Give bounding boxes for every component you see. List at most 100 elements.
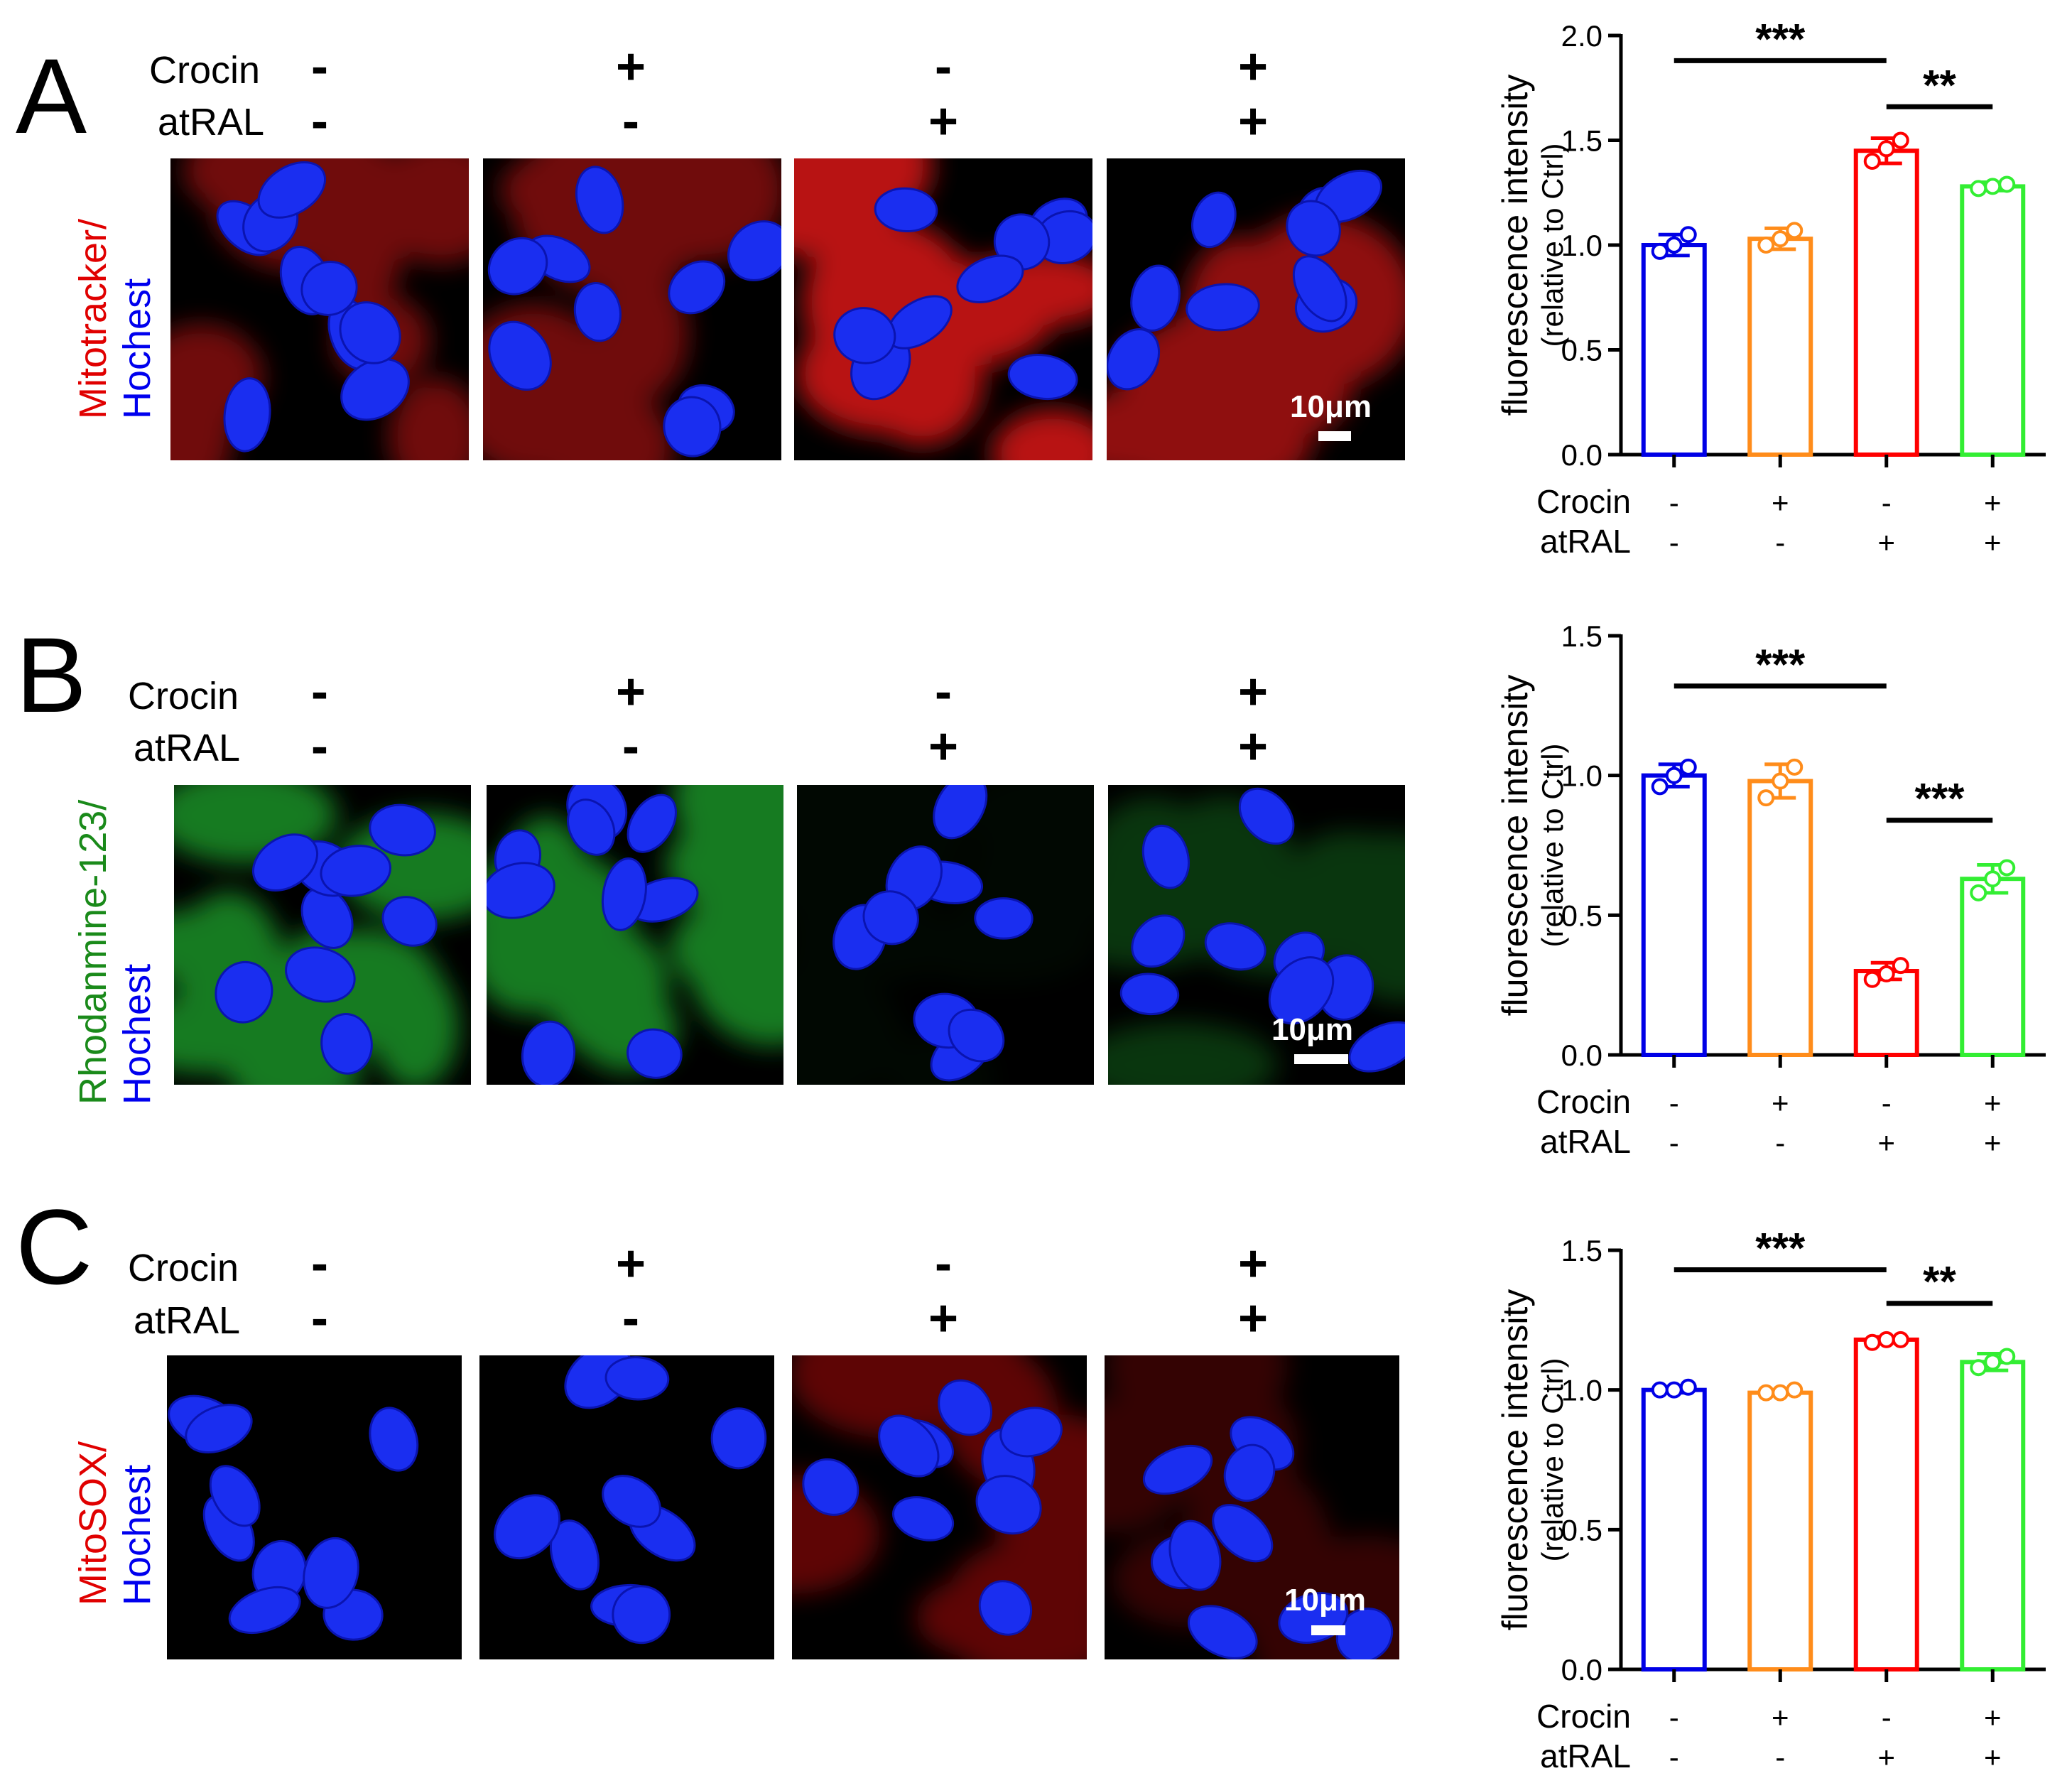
significance-label: ** [1923,61,1956,109]
nucleus [1141,824,1190,889]
nucleus [1268,956,1335,1025]
atral-sign-b3: + [928,718,959,775]
micrograph-image [494,1355,767,1645]
stain-label-a: Mitotracker/ Hochest [71,219,159,419]
panel-letter-a: A [16,36,87,156]
data-point [1970,1359,1987,1377]
data-point [1757,237,1775,254]
nucleus [1292,255,1347,323]
bar [1641,243,1707,457]
bar [1641,773,1707,1058]
atral-group-sign: - [1669,1740,1679,1769]
nucleus [303,1537,359,1609]
nucleus [381,896,438,947]
nucleus [833,307,896,364]
nucleus [567,798,616,856]
atral-sign-a4: + [1237,93,1269,150]
micrograph-image [1105,1355,1399,1659]
nucleus [285,946,356,1003]
crocin-sign-a2: + [615,38,646,95]
data-point [1679,758,1697,776]
nucleus [1186,283,1260,332]
crocin-sign-b1: - [311,663,328,720]
y-tick-label: 0.5 [1561,1513,1602,1546]
nucleus [228,1586,301,1635]
nucleus [1119,972,1180,1016]
crocin-group-sign: + [1984,1701,2002,1734]
nucleus [933,785,988,840]
significance-label: *** [1755,1229,1806,1272]
nucleus [1212,1504,1274,1563]
significance-label: *** [1755,15,1806,63]
data-point [1970,180,1987,197]
cytoplasm-stain [671,785,783,861]
data-point [1877,1331,1895,1348]
nucleus [612,1585,671,1645]
data-point [1757,1384,1775,1402]
data-point [1892,131,1909,149]
nucleus [1238,787,1295,845]
chart-svg: fluorescence intensity (relative to Ctrl)… [1495,15,2046,554]
atral-sign-a2: - [622,93,639,150]
significance-label: *** [1914,775,1965,823]
crocin-sign-a4: + [1237,38,1269,95]
cytoplasm-stain [1108,1022,1277,1085]
nucleus [999,1407,1063,1458]
nucleus [185,1404,253,1453]
nucleus [878,1414,940,1478]
crocin-sign-c2: + [615,1235,646,1292]
data-point [1772,772,1789,790]
nucleus [487,862,555,919]
bar [1960,1360,2026,1671]
y-axis-label: fluorescence intensity [1495,675,1535,1017]
nucleus [550,1519,600,1591]
significance-label: *** [1755,641,1806,688]
nucleus [627,1028,683,1079]
y-tick-label: 1.0 [1561,759,1602,793]
crocin-sign-b2: + [615,663,646,720]
atral-sign-b2: - [622,718,639,775]
bar [1960,877,2026,1058]
atral-group-sign: - [1775,1740,1785,1769]
nucleus [938,1379,993,1436]
scale-bar-c [1311,1625,1345,1635]
crocin-sign-b3: - [935,663,952,720]
micrograph-a4 [1107,158,1405,460]
micrograph-c4 [1105,1355,1399,1659]
micrograph-b1 [174,785,471,1085]
nucleus [874,187,938,233]
nucleus [1286,200,1341,257]
micrograph-image [174,785,471,1085]
nucleus [978,1580,1033,1636]
scale-label-a: 10μm [1290,389,1372,424]
crocin-sign-a1: - [311,38,328,95]
data-point [1651,778,1669,796]
crocin-sign-c3: - [935,1235,952,1292]
atral-group-sign: + [1984,526,2002,554]
nucleus [710,1407,767,1470]
cytoplasm-stain [797,803,862,926]
cytoplasm-stain [372,965,459,1085]
atral-group-label: atRAL [1540,523,1631,554]
chart-svg: fluorescence intensity (relative to Ctrl)… [1495,619,2046,1154]
nucleus [663,396,722,457]
crocin-group-sign: - [1882,486,1892,519]
nucleus [488,320,552,391]
nucleus [974,897,1034,940]
nucleus [1168,1519,1222,1591]
crocin-group-sign: + [1984,1086,2002,1120]
data-point [1984,870,2002,888]
nucleus [320,1012,373,1075]
atral-sign-a3: + [928,93,959,150]
nucleus [223,377,271,453]
scale-bar-b [1294,1054,1348,1064]
micrograph-c1 [167,1355,462,1659]
nucleus [1191,191,1237,249]
nucleus [369,803,436,857]
stain-bottom-b: Hochest [116,963,159,1105]
nucleus [1335,1608,1394,1659]
data-point [1786,222,1803,239]
crocin-group-sign: + [1984,486,2002,519]
micrograph-image [168,1394,419,1641]
nucleus [602,1475,661,1528]
